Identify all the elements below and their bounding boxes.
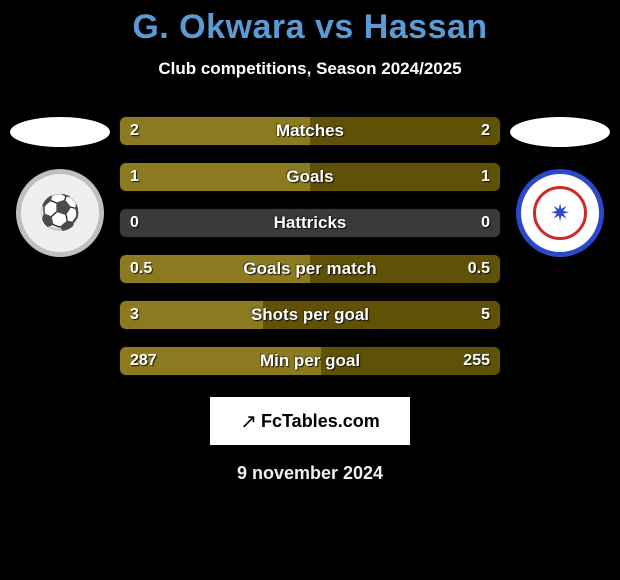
date-label: 9 november 2024 [0, 463, 620, 484]
stat-row: 0.50.5Goals per match [120, 255, 500, 283]
crest-left-icon: ⚽ [39, 193, 81, 233]
watermark-icon: ↗ [240, 409, 257, 434]
player-right-club-crest: ✷ [516, 169, 604, 257]
page-subtitle: Club competitions, Season 2024/2025 [0, 59, 620, 79]
stat-bar-left [120, 163, 310, 191]
stat-bar-left [120, 347, 321, 375]
stat-bar-right [310, 255, 500, 283]
player-right-column: ✷ [500, 117, 620, 257]
crest-right-icon: ✷ [533, 186, 587, 240]
stats-bars: 22Matches 11Goals 00Hattricks 0.50.5Goals p… [120, 117, 500, 375]
stat-bar-right [310, 163, 500, 191]
stat-bar-right [263, 301, 501, 329]
page-title: G. Okwara vs Hassan [0, 8, 620, 47]
stat-row: 00Hattricks [120, 209, 500, 237]
player-left-column: ⚽ [0, 117, 120, 257]
stat-bar-left [120, 255, 310, 283]
stat-row: 35Shots per goal [120, 301, 500, 329]
watermark-badge: ↗ FcTables.com [210, 397, 410, 445]
stat-bar-empty [120, 209, 500, 237]
stat-bar-right [321, 347, 500, 375]
stat-row: 11Goals [120, 163, 500, 191]
stat-row: 287255Min per goal [120, 347, 500, 375]
player-left-silhouette [10, 117, 110, 147]
player-right-silhouette [510, 117, 610, 147]
stat-bar-right [310, 117, 500, 145]
comparison-card: G. Okwara vs Hassan Club competitions, S… [0, 0, 620, 580]
stat-bar-left [120, 117, 310, 145]
watermark-text: FcTables.com [261, 411, 380, 432]
stat-bar-left [120, 301, 263, 329]
player-left-club-crest: ⚽ [16, 169, 104, 257]
stat-row: 22Matches [120, 117, 500, 145]
main-area: ⚽ ✷ 22Matches 11Goals 00Hattricks 0.50.5Goa… [0, 117, 620, 375]
